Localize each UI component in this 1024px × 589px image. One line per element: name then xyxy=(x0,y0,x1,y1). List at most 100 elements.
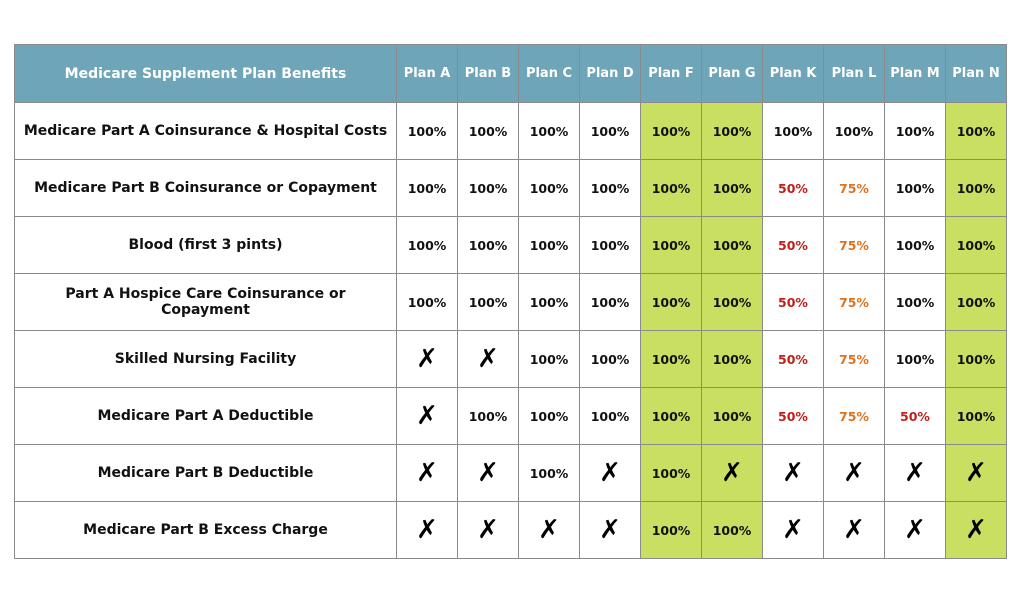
not-covered-x-icon: ✗ xyxy=(782,458,804,488)
coverage-value: 100% xyxy=(712,351,752,367)
table-cell: 100% xyxy=(518,273,580,331)
cell-not-covered: ✗ xyxy=(823,444,885,502)
row-label: Skilled Nursing Facility xyxy=(14,330,397,388)
not-covered-x-icon: ✗ xyxy=(416,458,438,488)
row-label: Medicare Part B Deductible xyxy=(14,444,397,502)
coverage-value: 100% xyxy=(651,123,691,139)
coverage-value: 100% xyxy=(651,180,691,196)
coverage-value: 100% xyxy=(529,351,569,367)
coverage-value: 75% xyxy=(839,180,869,196)
not-covered-x-icon: ✗ xyxy=(904,515,926,545)
coverage-value: 100% xyxy=(590,180,630,196)
table-cell: 100% xyxy=(823,102,885,160)
table-cell: 100% xyxy=(396,216,458,274)
coverage-value: 100% xyxy=(895,294,935,310)
benefits-table: Medicare Supplement Plan Benefits Plan A… xyxy=(14,44,1007,559)
row-label: Blood (first 3 pints) xyxy=(14,216,397,274)
not-covered-x-icon: ✗ xyxy=(416,344,438,374)
table-cell: 100% xyxy=(396,159,458,217)
coverage-value: 100% xyxy=(651,351,691,367)
table-cell: 75% xyxy=(823,273,885,331)
coverage-value: 100% xyxy=(956,294,996,310)
not-covered-x-icon: ✗ xyxy=(721,458,743,488)
not-covered-x-icon: ✗ xyxy=(477,515,499,545)
column-header-plan-d: Plan D xyxy=(579,44,641,103)
coverage-value: 100% xyxy=(651,237,691,253)
table-row: Medicare Part B Excess Charge ✗ ✗ ✗ ✗ 100% 100… xyxy=(14,501,1007,559)
table-cell: 100% xyxy=(518,216,580,274)
cell-not-covered: ✗ xyxy=(457,330,519,388)
coverage-value: 100% xyxy=(407,180,447,196)
coverage-value: 100% xyxy=(651,408,691,424)
coverage-value: 100% xyxy=(468,180,508,196)
not-covered-x-icon: ✗ xyxy=(416,401,438,431)
table-cell: 100% xyxy=(945,102,1007,160)
coverage-value: 100% xyxy=(712,294,752,310)
coverage-value: 50% xyxy=(778,408,808,424)
coverage-value: 75% xyxy=(839,294,869,310)
column-header-plan-f: Plan F xyxy=(640,44,702,103)
coverage-value: 100% xyxy=(895,237,935,253)
column-header-plan-n: Plan N xyxy=(945,44,1007,103)
table-cell: 100% xyxy=(640,273,702,331)
cell-not-covered: ✗ xyxy=(762,501,824,559)
table-cell: 100% xyxy=(640,102,702,160)
column-header-plan-m: Plan M xyxy=(884,44,946,103)
coverage-value: 100% xyxy=(712,123,752,139)
table-cell: 100% xyxy=(701,387,763,445)
table-cell: 100% xyxy=(579,330,641,388)
coverage-value: 100% xyxy=(956,351,996,367)
table-cell: 100% xyxy=(884,330,946,388)
column-header-plan-g: Plan G xyxy=(701,44,763,103)
table-cell: 100% xyxy=(640,159,702,217)
coverage-value: 100% xyxy=(834,123,874,139)
coverage-value: 50% xyxy=(778,294,808,310)
cell-not-covered: ✗ xyxy=(884,444,946,502)
cell-not-covered: ✗ xyxy=(884,501,946,559)
table-title: Medicare Supplement Plan Benefits xyxy=(14,44,397,103)
table-cell: 75% xyxy=(823,387,885,445)
table-cell: 100% xyxy=(396,102,458,160)
table-cell: 100% xyxy=(640,387,702,445)
coverage-value: 100% xyxy=(651,294,691,310)
coverage-value: 100% xyxy=(468,123,508,139)
coverage-value: 75% xyxy=(839,351,869,367)
coverage-value: 100% xyxy=(407,294,447,310)
cell-not-covered: ✗ xyxy=(396,387,458,445)
coverage-value: 75% xyxy=(839,237,869,253)
not-covered-x-icon: ✗ xyxy=(477,344,499,374)
column-header-plan-a: Plan A xyxy=(396,44,458,103)
table-row: Skilled Nursing Facility ✗ ✗ 100% 100% 100% 10… xyxy=(14,330,1007,388)
coverage-value: 100% xyxy=(956,123,996,139)
table-cell: 100% xyxy=(579,273,641,331)
column-header-plan-l: Plan L xyxy=(823,44,885,103)
coverage-value: 100% xyxy=(590,237,630,253)
cell-not-covered: ✗ xyxy=(396,444,458,502)
coverage-value: 100% xyxy=(712,408,752,424)
table-cell: 100% xyxy=(579,102,641,160)
table-cell: 100% xyxy=(518,159,580,217)
table-cell: 100% xyxy=(762,102,824,160)
coverage-value: 50% xyxy=(900,408,930,424)
coverage-value: 75% xyxy=(839,408,869,424)
table-cell: 100% xyxy=(701,330,763,388)
coverage-value: 100% xyxy=(651,522,691,538)
table-cell: 100% xyxy=(701,501,763,559)
coverage-value: 100% xyxy=(529,180,569,196)
table-cell: 50% xyxy=(762,387,824,445)
benefits-table-container: Medicare Supplement Plan Benefits Plan A… xyxy=(14,44,1007,559)
cell-not-covered: ✗ xyxy=(701,444,763,502)
table-cell: 100% xyxy=(518,102,580,160)
table-cell: 100% xyxy=(945,159,1007,217)
not-covered-x-icon: ✗ xyxy=(965,458,987,488)
table-cell: 100% xyxy=(945,387,1007,445)
table-cell: 100% xyxy=(457,387,519,445)
coverage-value: 100% xyxy=(407,123,447,139)
table-cell: 100% xyxy=(518,330,580,388)
coverage-value: 100% xyxy=(468,294,508,310)
table-cell: 50% xyxy=(762,216,824,274)
coverage-value: 100% xyxy=(773,123,813,139)
not-covered-x-icon: ✗ xyxy=(782,515,804,545)
not-covered-x-icon: ✗ xyxy=(843,458,865,488)
cell-not-covered: ✗ xyxy=(396,501,458,559)
